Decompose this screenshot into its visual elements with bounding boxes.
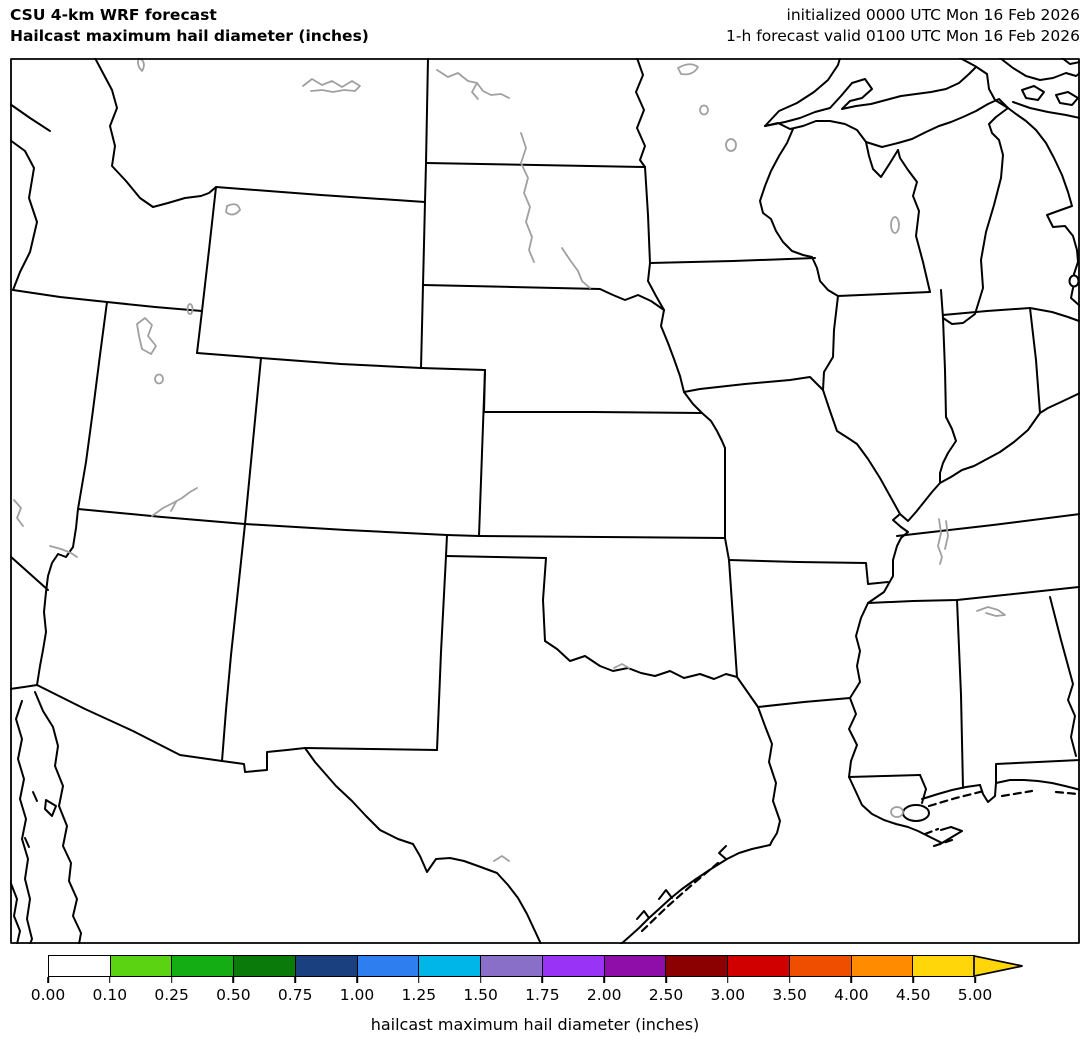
map-frame [10,58,1080,944]
colorbar-tick [170,977,173,983]
colorbar-tick-label: 1.75 [525,986,560,1004]
colorbar-tick [727,977,729,983]
colorbar-tick [232,977,235,983]
colorbar-tick [850,977,853,983]
colorbar-segment [481,956,543,976]
colorbar-segment [666,956,729,976]
colorbar-tick [912,977,914,983]
state-borders [10,58,1080,944]
colorbar-tick-label: 5.00 [957,986,993,1004]
init-time: initialized 0000 UTC Mon 16 Feb 2026 [786,6,1080,24]
valid-time: 1-h forecast valid 0100 UTC Mon 16 Feb 2… [726,26,1080,45]
title-line-2: Hailcast maximum hail diameter (inches) [10,26,369,45]
water-features [13,58,1006,862]
colorbar-tick-label: 2.00 [586,986,622,1004]
colorbar-tick-label: 1.50 [463,986,498,1004]
colorbar-segment [728,956,790,976]
forecast-map [10,58,1080,944]
colorbar-segment [172,956,235,976]
figure-title: CSU 4-km WRF forecast Hailcast maximum h… [10,5,369,47]
colorbar-extend-arrow [973,954,1023,978]
barrier-island-dashes [640,789,1080,933]
colorbar-tick-label: 3.00 [710,986,746,1004]
colorbar-tick [294,977,296,983]
colorbar-segment [419,956,482,976]
colorbar-tick-label: 0.50 [216,986,251,1004]
colorbar-axis-label: hailcast maximum hail diameter (inches) [370,1015,700,1034]
colorbar-tick [479,977,482,983]
colorbar-tick [109,977,111,983]
colorbar-tick [603,977,605,983]
colorbar-tick-label: 0.75 [277,986,313,1004]
colorbar-tick [418,977,420,983]
colorbar-tick-label: 3.50 [772,986,807,1004]
colorbar-tick [788,977,791,983]
colorbar-tick [665,977,667,983]
colorbar-tick-label: 4.50 [895,986,931,1004]
forecast-time-info: initialized 0000 UTC Mon 16 Feb 2026 1-h… [726,5,1080,47]
colorbar-segment [234,956,296,976]
colorbar-segment [851,956,914,976]
colorbar-segment [913,956,975,976]
colorbar-tick-label: 4.00 [834,986,869,1004]
colorbar-tick [356,977,358,983]
colorbar-tick-label: 0.10 [92,986,128,1004]
colorbar-tick-label: 1.00 [339,986,375,1004]
colorbar-bar [48,955,975,977]
colorbar-segment [49,956,111,976]
colorbar-tick-label: 0.25 [154,986,189,1004]
colorbar-tick [974,977,976,983]
colorbar-segment [357,956,420,976]
colorbar-tick-label: 1.25 [401,986,437,1004]
colorbar-segment [789,956,852,976]
title-line-1: CSU 4-km WRF forecast [10,6,217,24]
colorbar-tick [47,977,49,983]
colorbar-tick [541,977,544,983]
colorbar-tick-label: 0.00 [30,986,66,1004]
colorbar-segment [542,956,605,976]
colorbar-segment [604,956,667,976]
colorbar-segment [110,956,173,976]
colorbar-segment [295,956,358,976]
colorbar-tick-label: 2.50 [648,986,684,1004]
